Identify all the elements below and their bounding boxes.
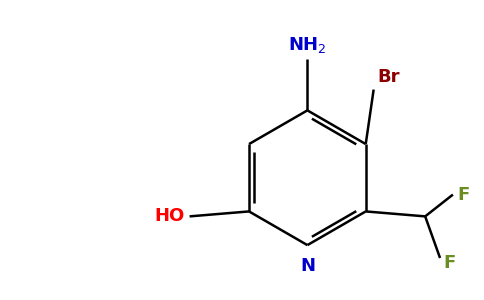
Text: N: N xyxy=(300,257,315,275)
Text: F: F xyxy=(457,186,469,204)
Text: NH$_2$: NH$_2$ xyxy=(288,35,327,55)
Text: F: F xyxy=(443,254,455,272)
Text: HO: HO xyxy=(154,207,185,225)
Text: Br: Br xyxy=(378,68,400,85)
